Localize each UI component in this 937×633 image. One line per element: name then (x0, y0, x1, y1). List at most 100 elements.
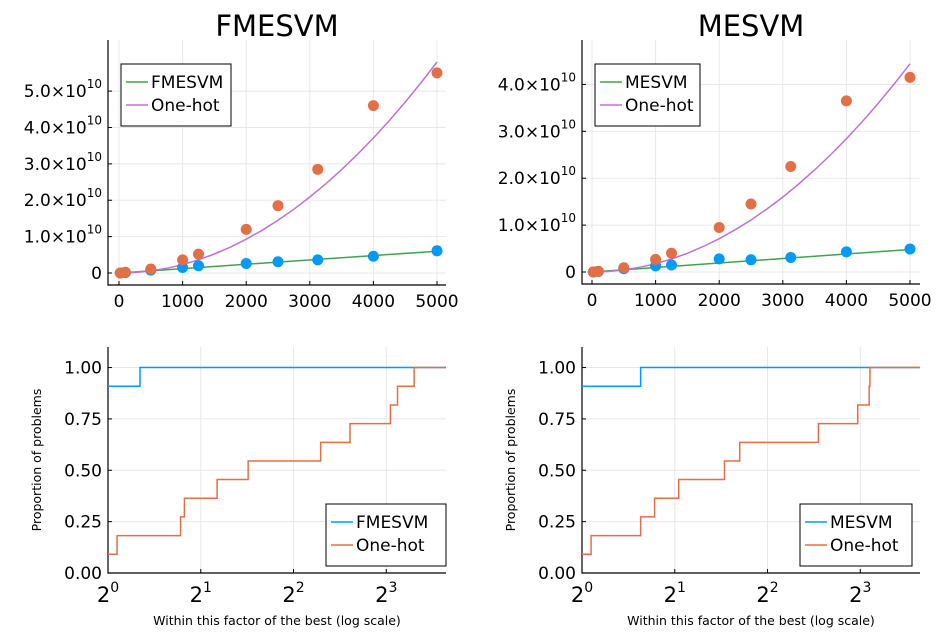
y-tick-label: 0.50 (538, 461, 576, 481)
data-point (745, 198, 757, 210)
chart-panel-4: 20 21 22 23 0.00 0.25 0.50 0.75 1.00 Within this … (503, 347, 920, 628)
x-tick-label: 23 (375, 580, 397, 607)
data-point (713, 253, 725, 265)
data-point (367, 100, 379, 112)
data-point (904, 243, 916, 255)
plot-area (108, 366, 446, 556)
legend-label: One-hot (151, 96, 220, 116)
data-point (745, 254, 757, 266)
y-tick-label: 1.00 (64, 359, 102, 379)
y-tick-label: 0.25 (538, 513, 576, 533)
series-step-FMESVM (108, 366, 446, 387)
data-point (666, 247, 677, 259)
x-tick-label: 0 (587, 291, 598, 311)
legend-box (120, 63, 232, 127)
x-tick-label: 4000 (352, 292, 395, 312)
legend-label: One-hot (356, 536, 425, 556)
x-tick-label: 5000 (415, 292, 458, 312)
y-tick-label: 1.00 (538, 359, 576, 379)
series-step-One-hot (108, 366, 446, 556)
data-point (650, 253, 662, 265)
y-tick-label: 4.0×1010 (24, 113, 102, 138)
x-tick-label: 23 (849, 580, 871, 607)
x-tick-label: 22 (756, 580, 778, 607)
plot-area (587, 63, 916, 278)
series-line-One-hot (118, 61, 438, 274)
legend: FMESVM One-hot (120, 63, 232, 127)
chart-panel-2: 0 1000 2000 3000 4000 5000 0 1.0×1010 2.0×1010 3.… (498, 9, 932, 311)
axis-frame (581, 40, 920, 285)
y-tick-label: 1.0×1010 (24, 223, 102, 248)
data-point (193, 260, 204, 272)
legend-label: MESVM (625, 73, 688, 93)
y-tick-label: 0 (91, 264, 102, 284)
y-tick-label: 0.50 (64, 461, 102, 481)
legend: FMESVM One-hot (325, 503, 447, 567)
x-tick-label: 21 (664, 580, 686, 607)
x-tick-label: 3000 (288, 292, 331, 312)
y-tick-label: 4.0×1010 (498, 70, 576, 95)
y-tick-label: 3.0×1010 (498, 117, 576, 142)
series-step-One-hot (582, 366, 920, 556)
data-point (145, 263, 157, 275)
data-point (840, 95, 852, 107)
series-line-One-hot (591, 63, 911, 273)
y-tick-label: 2.0×1010 (24, 186, 102, 211)
data-point (240, 258, 252, 270)
data-point (177, 262, 189, 274)
chart-panel-3: 20 21 22 23 0.00 0.25 0.50 0.75 1.00 Within this … (29, 347, 447, 628)
legend-box (594, 63, 701, 127)
x-tick-label: 1000 (161, 292, 204, 312)
y-tick-label: 5.0×1010 (24, 77, 102, 102)
y-tick-label: 0.00 (538, 564, 576, 584)
plot-area (582, 366, 920, 556)
chart-title: MESVM (698, 9, 805, 43)
x-axis-label: Within this factor of the best (log scal… (627, 613, 875, 628)
chart-title: FMESVM (215, 9, 338, 43)
x-tick-label: 5000 (888, 291, 931, 311)
y-tick-label: 3.0×1010 (24, 150, 102, 175)
x-tick-label: 4000 (825, 291, 868, 311)
x-tick-label: 0 (114, 292, 125, 312)
legend-box (799, 503, 913, 567)
y-tick-label: 1.0×1010 (498, 211, 576, 236)
data-point (785, 251, 797, 263)
chart-panel-1: 0 1000 2000 3000 4000 5000 0 1.0×1010 2.0×1010 3.… (24, 9, 459, 312)
data-point (193, 248, 204, 260)
data-point (618, 262, 630, 274)
legend-label: FMESVM (356, 513, 428, 533)
legend-label: MESVM (830, 513, 893, 533)
x-tick-label: 1000 (634, 291, 677, 311)
data-point (904, 71, 916, 83)
axis-frame (107, 40, 446, 286)
legend: MESVM One-hot (594, 63, 701, 127)
data-point (367, 250, 379, 262)
y-tick-label: 0.25 (64, 513, 102, 533)
legend-label: FMESVM (151, 73, 223, 93)
legend-label: One-hot (830, 536, 899, 556)
x-tick-label: 21 (190, 580, 212, 607)
data-point (312, 254, 324, 266)
series-step-MESVM (582, 366, 920, 387)
plot-area (114, 61, 443, 279)
data-point (431, 67, 443, 79)
x-tick-label: 3000 (761, 291, 804, 311)
data-point (713, 221, 725, 233)
y-axis-label: Proportion of problems (503, 389, 518, 532)
data-point (177, 254, 189, 266)
data-point (592, 265, 604, 277)
y-tick-label: 2.0×1010 (498, 164, 576, 189)
data-point (785, 161, 797, 172)
y-tick-label: 0.75 (538, 410, 576, 430)
y-tick-label: 0 (565, 263, 576, 283)
legend-label: One-hot (625, 96, 694, 116)
data-point (666, 259, 677, 271)
data-point (312, 163, 324, 175)
data-point (431, 245, 443, 257)
data-point (272, 200, 284, 212)
x-tick-label: 22 (282, 580, 304, 607)
y-tick-label: 0.75 (64, 410, 102, 430)
x-tick-label: 20 (97, 580, 119, 607)
legend: MESVM One-hot (799, 503, 913, 567)
